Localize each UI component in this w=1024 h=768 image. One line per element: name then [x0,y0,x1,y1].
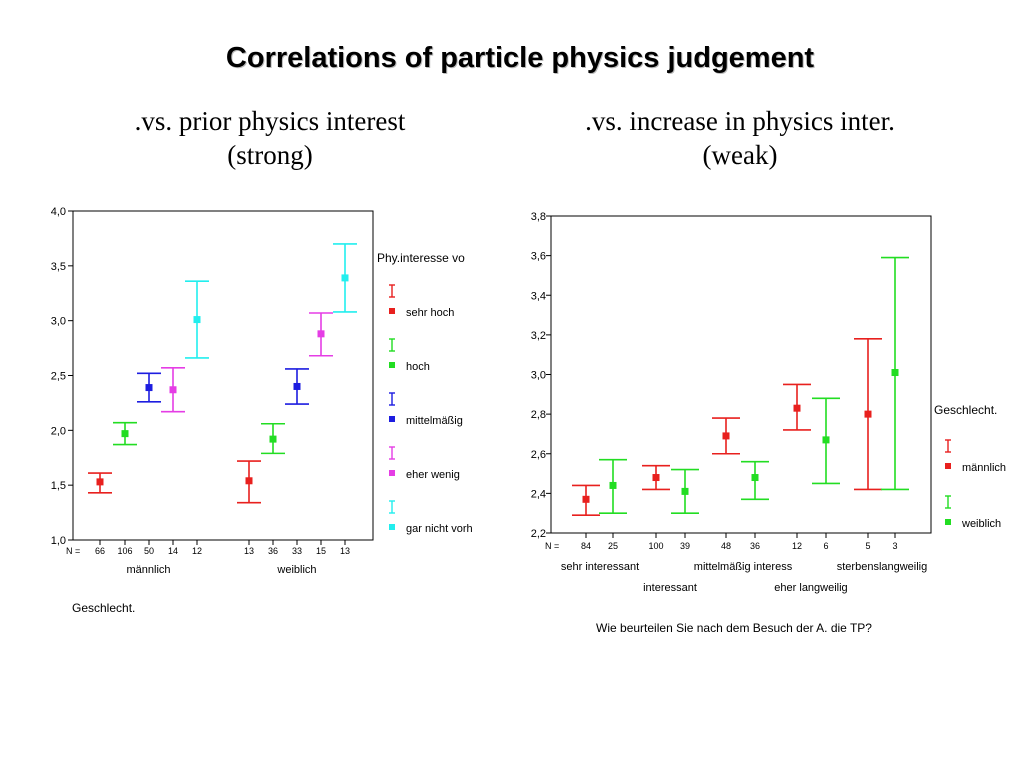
right-y-tick-label: 3,8 [531,211,546,223]
left-legend-label: gar nicht vorh [406,523,473,535]
right-x-category-label: mittelmäßig interess [694,561,793,573]
left-chart-subtitle: .vs. prior physics interest (strong) [60,104,480,172]
left-n-count: 50 [144,546,154,556]
right-mnnlich-mean-point [722,432,730,440]
right-n-count: 12 [792,541,802,551]
right-mnnlich-mean-point [582,495,590,503]
right-weiblich-mean-point [822,436,830,444]
left-legend-label: mittelmäßig [406,415,463,427]
right-n-count: 100 [648,541,663,551]
right-n-count: 48 [721,541,731,551]
left-y-tick-label: 1,0 [51,535,66,547]
right-plot-frame [550,215,932,534]
left-garnichtvorh-mean-point [341,274,349,282]
left-y-tick-label: 3,0 [51,316,66,328]
right-y-tick-label: 3,0 [531,370,546,382]
left-y-tick-label: 3,5 [51,261,66,273]
left-legend-label: sehr hoch [406,307,454,319]
left-y-tick-label: 2,0 [51,425,66,437]
left-subtitle-line1: .vs. prior physics interest [134,106,406,136]
left-legend-label: hoch [406,361,430,373]
right-x-category-label: sehr interessant [561,561,639,573]
left-legend-title: Phy.interesse vo [377,251,465,265]
right-n-count: 39 [680,541,690,551]
left-y-tick-label: 2,5 [51,371,66,383]
left-n-count: 13 [340,546,350,556]
left-plot-frame [72,210,374,541]
right-subtitle-line1: .vs. increase in physics inter. [585,106,895,136]
left-n-count: 12 [192,546,202,556]
left-legend-point-icon [389,308,395,314]
left-legend-point-icon [389,362,395,368]
right-weiblich-mean-point [609,481,617,489]
left-subtitle-line2: (strong) [227,140,313,170]
left-y-tick-label: 1,5 [51,480,66,492]
right-legend-title: Geschlecht. [934,403,997,417]
slide-title: Correlations of particle physics judgeme… [225,42,815,74]
right-weiblich-mean-point [681,487,689,495]
right-mnnlich-mean-point [793,404,801,412]
right-x-axis-title: Wie beurteilen Sie nach dem Besuch der A… [596,621,872,635]
left-legend-point-icon [389,416,395,422]
right-weiblich-mean-point [891,369,899,377]
left-mittelmig-mean-point [293,382,301,390]
left-n-count: 14 [168,546,178,556]
right-legend-point-icon [945,519,951,525]
left-hoch-mean-point [121,430,129,438]
right-x-category-label: eher langweilig [774,582,847,594]
right-mnnlich-mean-point [864,410,872,418]
left-hoch-mean-point [269,435,277,443]
right-n-label: N = [545,541,559,551]
right-legend-point-icon [945,463,951,469]
right-legend-label: männlich [962,462,1006,474]
right-y-tick-label: 3,6 [531,251,546,263]
right-n-count: 25 [608,541,618,551]
right-x-category-label: interessant [643,582,697,594]
right-y-tick-label: 2,4 [531,488,546,500]
left-x-category-label: männlich [126,564,170,576]
right-y-tick-label: 2,8 [531,409,546,421]
left-n-count: 66 [95,546,105,556]
right-legend-label: weiblich [961,518,1001,530]
left-n-label: N = [66,546,80,556]
right-mnnlich-mean-point [652,474,660,482]
left-mittelmig-mean-point [145,384,153,392]
left-sehrhoch-mean-point [245,477,253,485]
right-y-tick-label: 2,6 [531,449,546,461]
left-n-count: 13 [244,546,254,556]
right-subtitle-line2: (weak) [702,140,778,170]
left-y-tick-label: 4,0 [51,206,66,218]
left-legend-point-icon [389,470,395,476]
left-x-axis-title: Geschlecht. [72,601,135,615]
left-n-count: 33 [292,546,302,556]
right-y-tick-label: 3,2 [531,330,546,342]
right-chart-subtitle: .vs. increase in physics inter. (weak) [520,104,960,172]
left-n-count: 106 [117,546,132,556]
left-n-count: 15 [316,546,326,556]
right-x-category-label: sterbenslangweilig [837,561,928,573]
left-legend-point-icon [389,524,395,530]
left-legend-label: eher wenig [406,469,460,481]
right-n-count: 5 [865,541,870,551]
left-x-category-label: weiblich [276,564,316,576]
left-eherwenig-mean-point [317,330,325,338]
left-garnichtvorh-mean-point [193,316,201,324]
right-n-count: 36 [750,541,760,551]
right-y-tick-label: 3,4 [531,290,546,302]
right-y-tick-label: 2,2 [531,528,546,540]
right-n-count: 6 [823,541,828,551]
right-n-count: 84 [581,541,591,551]
right-n-count: 3 [892,541,897,551]
left-sehrhoch-mean-point [96,478,104,486]
left-eherwenig-mean-point [169,386,177,394]
left-n-count: 36 [268,546,278,556]
right-weiblich-mean-point [751,474,759,482]
